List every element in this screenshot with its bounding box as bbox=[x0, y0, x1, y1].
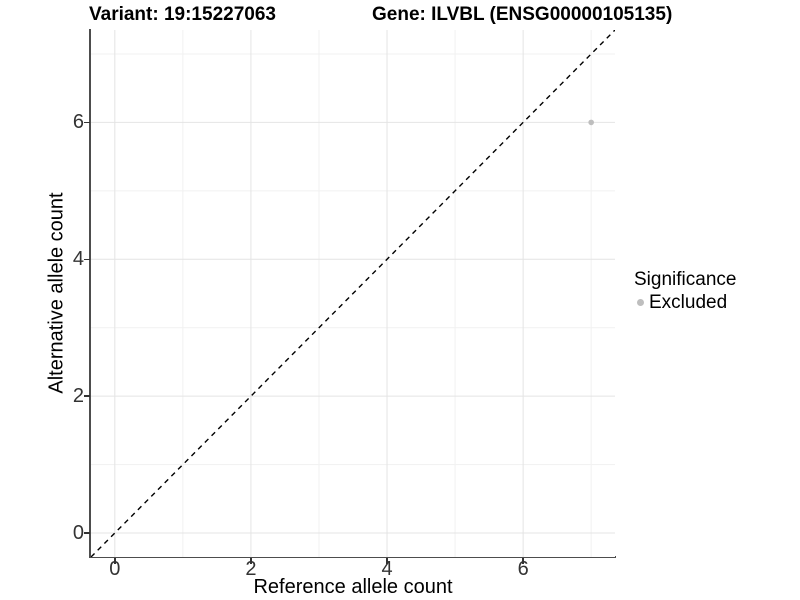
legend-item-excluded: Excluded bbox=[630, 291, 736, 314]
plot-title-variant: Variant: 19:15227063 bbox=[89, 4, 276, 25]
x-axis-title: Reference allele count bbox=[253, 576, 453, 598]
y-tick-label: 0 bbox=[72, 522, 84, 545]
x-tick-label: 6 bbox=[517, 558, 529, 580]
identity-reference-line bbox=[91, 30, 615, 557]
x-tick-mark bbox=[522, 558, 524, 564]
y-tick-mark bbox=[84, 258, 90, 261]
y-tick-label: 6 bbox=[72, 111, 84, 134]
legend: Significance Excluded bbox=[630, 268, 736, 314]
y-axis-line bbox=[89, 29, 91, 558]
legend-item-label: Excluded bbox=[649, 292, 728, 313]
x-tick-label: 4 bbox=[381, 558, 393, 580]
y-axis-title: Alternative allele count bbox=[45, 192, 68, 394]
x-tick-mark bbox=[250, 558, 252, 564]
x-tick-label: 0 bbox=[109, 558, 121, 580]
x-tick-mark bbox=[114, 558, 116, 564]
data-point bbox=[588, 119, 594, 126]
y-tick-mark bbox=[84, 121, 90, 124]
legend-title: Significance bbox=[634, 269, 737, 290]
plot-canvas bbox=[91, 30, 615, 557]
legend-point-icon bbox=[637, 299, 644, 306]
y-tick-label: 2 bbox=[72, 385, 84, 408]
x-tick-label: 2 bbox=[245, 558, 257, 580]
y-tick-mark bbox=[84, 395, 90, 397]
x-axis-line bbox=[89, 556, 616, 558]
y-tick-label: 4 bbox=[72, 248, 84, 271]
y-tick-mark bbox=[84, 532, 90, 534]
plot-title-gene: Gene: ILVBL (ENSG00000105135) bbox=[372, 4, 673, 25]
plot-panel bbox=[91, 30, 615, 557]
x-tick-mark bbox=[386, 558, 388, 564]
